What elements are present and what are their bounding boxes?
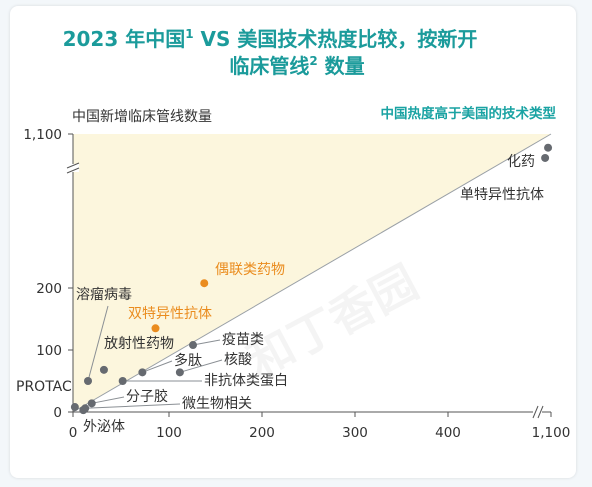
- point-label: 微生物相关: [182, 396, 252, 412]
- point-label: 化药: [507, 154, 535, 170]
- data-point: [541, 153, 550, 162]
- region-label: 中国热度高于美国的技术类型: [381, 105, 557, 122]
- data-points: [70, 143, 553, 415]
- chart-card: 2023 年中国1 VS 美国技术热度比较，按新开 临床管线2 数量 中国新增临…: [10, 6, 576, 478]
- point-label: PROTAC: [16, 379, 72, 395]
- point-label: 单特异性抗体: [460, 187, 544, 203]
- chart-title-line2: 临床管线2 数量: [229, 54, 364, 78]
- x-tick-label: 100: [156, 425, 182, 441]
- data-point: [189, 341, 197, 350]
- chart-title-line1: 2023 年中国1 VS 美国技术热度比较，按新开: [63, 27, 478, 51]
- point-label: 偶联类药物: [215, 262, 285, 278]
- scatter-chart: 2023 年中国1 VS 美国技术热度比较，按新开 临床管线2 数量 中国新增临…: [16, 27, 571, 441]
- point-label: 分子胶: [126, 388, 168, 405]
- point-label: 非抗体类蛋白: [204, 373, 288, 389]
- point-label: 溶瘤病毒: [76, 286, 132, 303]
- data-point: [200, 279, 209, 288]
- y-tick-label: 100: [36, 343, 62, 359]
- x-tick-label: 0: [69, 425, 78, 441]
- x-axis-break: [532, 405, 544, 419]
- point-label: 双特异性抗体: [128, 306, 212, 322]
- data-point: [138, 368, 147, 377]
- x-tick-label: 1,100: [532, 425, 571, 441]
- leader-line: [87, 305, 109, 382]
- y-tick-label: 1,100: [23, 127, 62, 143]
- x-tick-label: 200: [249, 425, 275, 441]
- point-label: 多肽: [174, 352, 202, 369]
- data-point: [87, 399, 96, 408]
- leader-line: [91, 396, 125, 404]
- leader-line: [192, 339, 221, 346]
- y-ticks: 1,100 200 100 0: [23, 127, 73, 421]
- data-point: [99, 365, 108, 374]
- x-tick-label: 400: [435, 425, 461, 441]
- data-point: [79, 406, 88, 415]
- leader-line: [179, 359, 223, 373]
- data-point: [84, 377, 92, 385]
- y-tick-label: 200: [36, 281, 62, 297]
- point-label: 疫苗类: [222, 332, 264, 348]
- leader-line: [85, 403, 181, 409]
- y-axis-label: 中国新增临床管线数量: [72, 109, 212, 125]
- leader-lines: [85, 305, 223, 409]
- leader-line: [142, 360, 173, 373]
- data-point: [151, 324, 160, 333]
- y-tick-label: 0: [53, 405, 62, 421]
- point-label: 放射性药物: [104, 336, 174, 352]
- data-point: [175, 368, 184, 377]
- parity-line: [72, 133, 552, 413]
- data-point: [544, 143, 553, 152]
- point-label: 外泌体: [83, 419, 125, 435]
- data-point: [70, 403, 79, 412]
- data-point: [118, 377, 127, 385]
- x-tick-label: 300: [342, 425, 368, 441]
- point-label: 核酸: [224, 352, 252, 368]
- x-ticks: 0 100 200 300 400 1,100: [69, 412, 571, 441]
- y-axis-break: [66, 162, 80, 174]
